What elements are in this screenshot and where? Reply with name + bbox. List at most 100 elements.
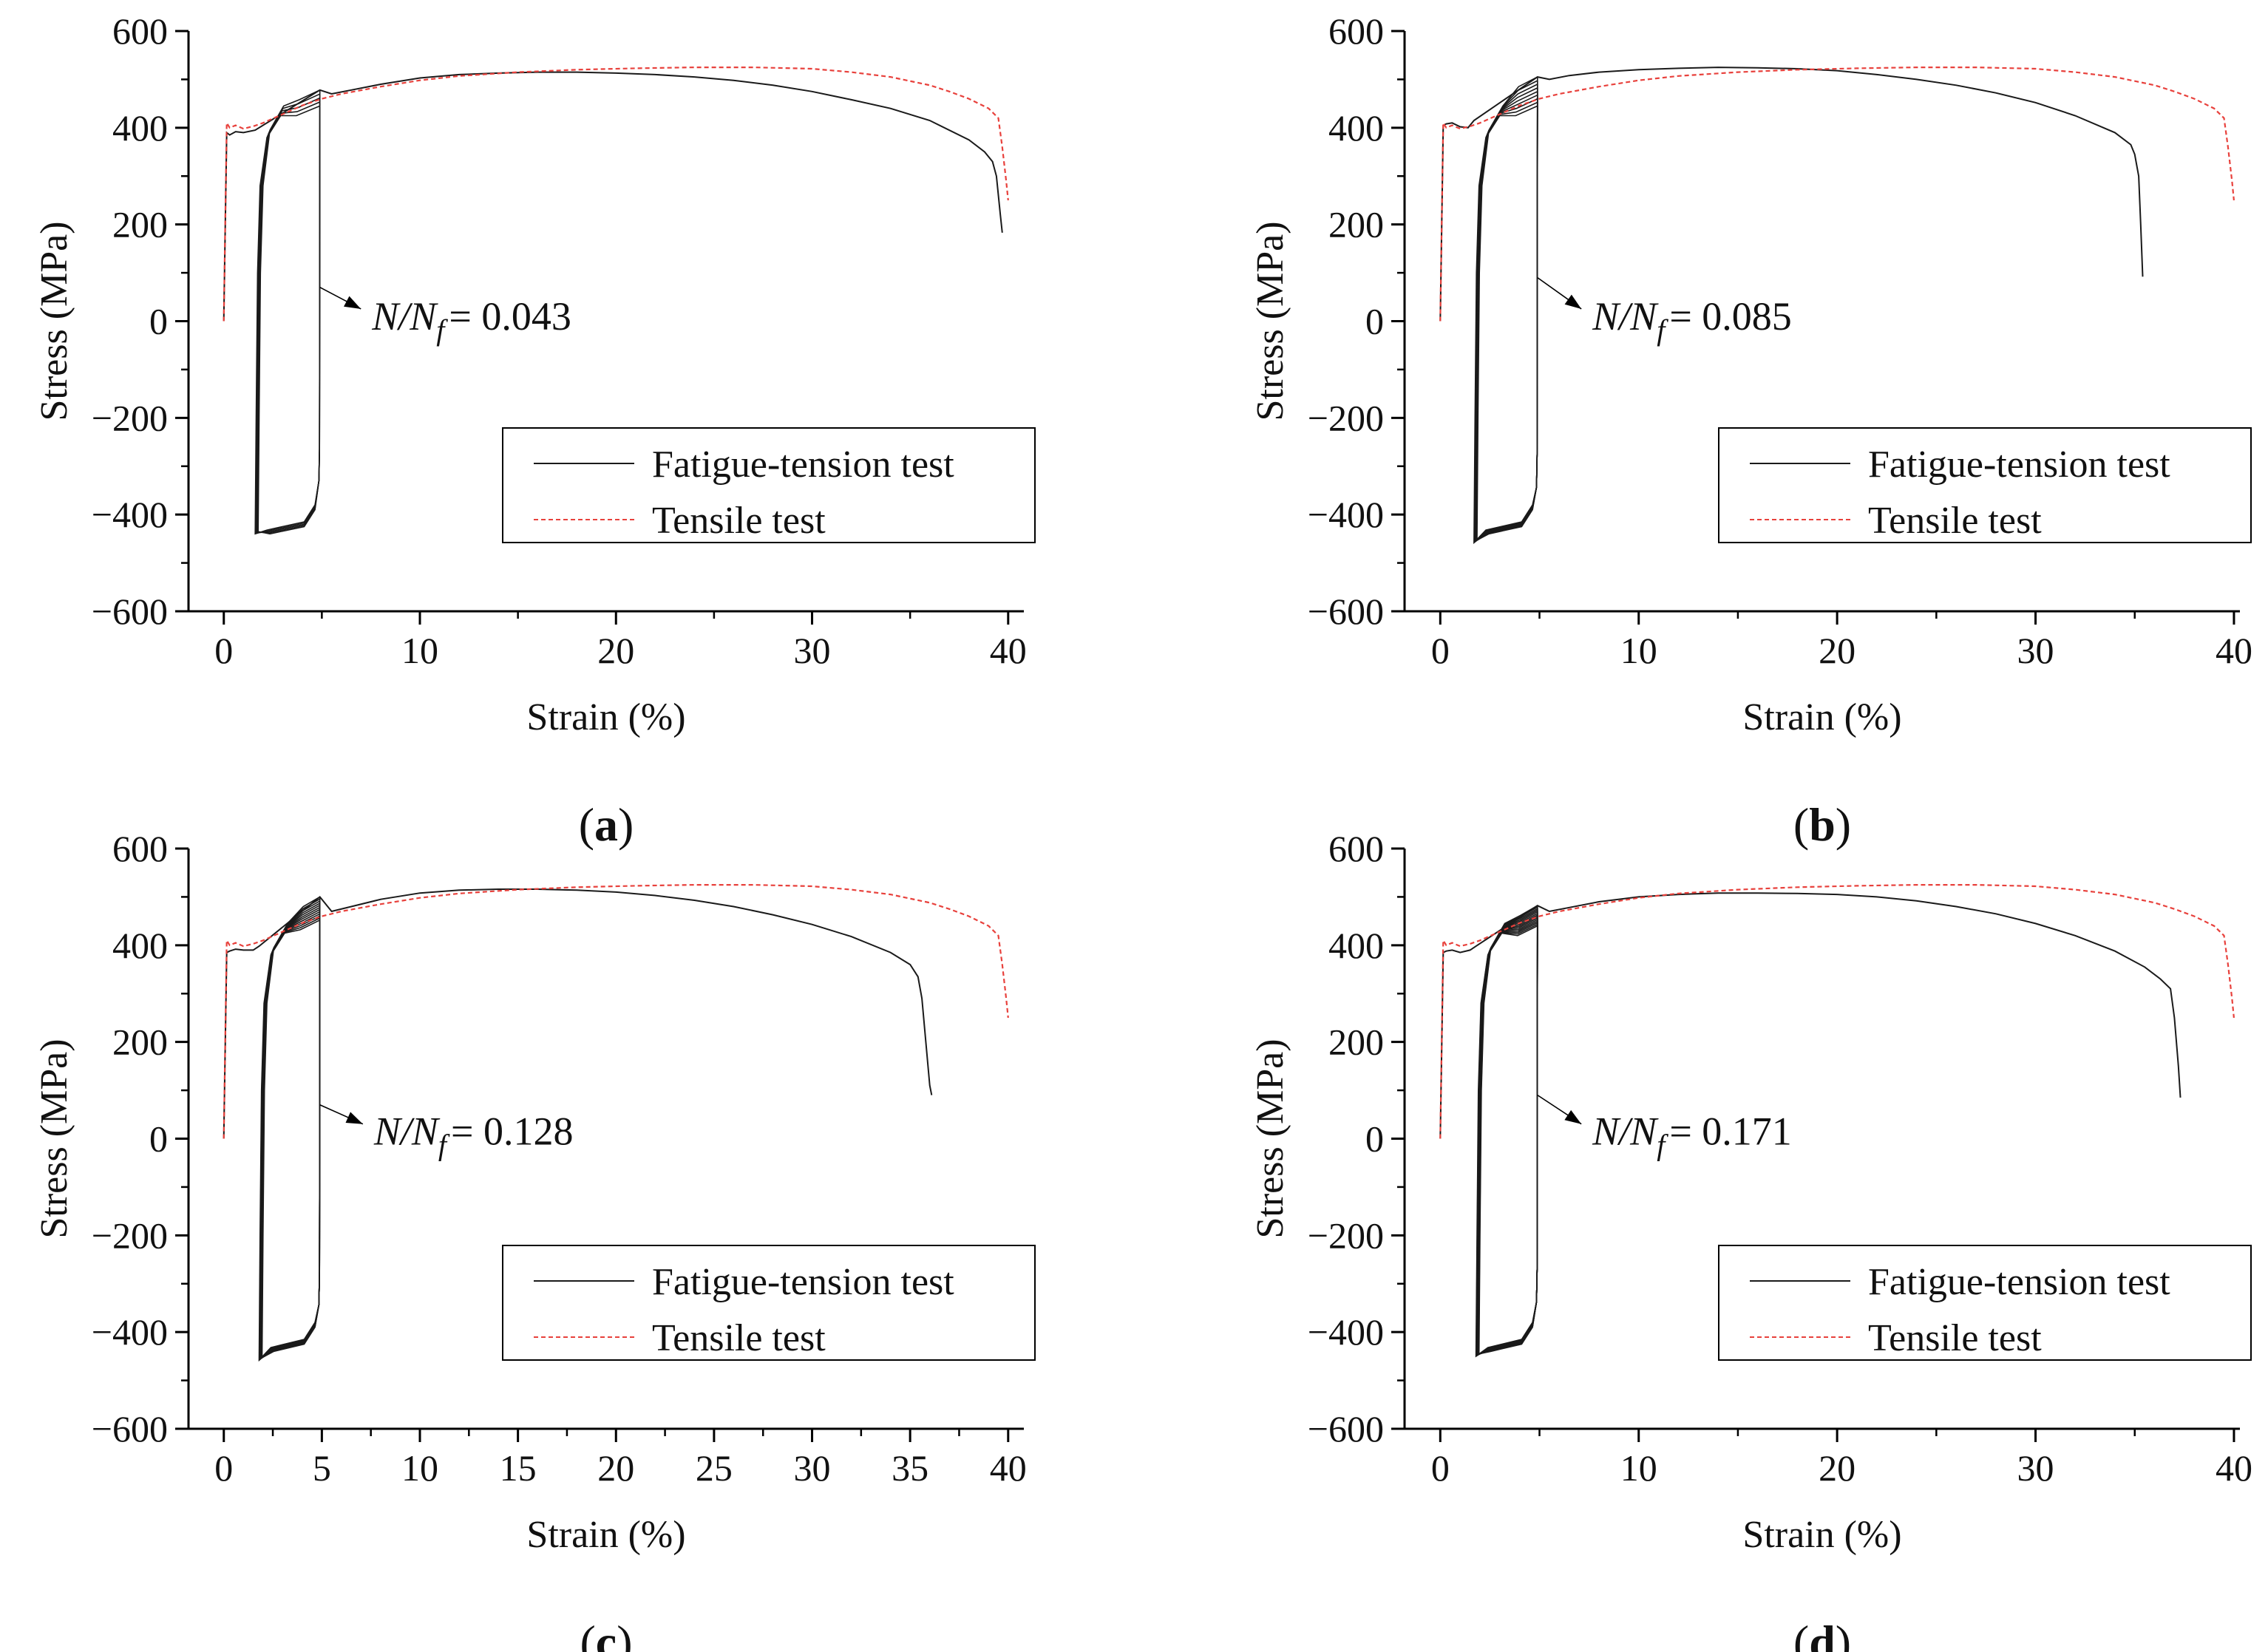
x-axis-title: Strain (%) xyxy=(1742,1514,1901,1556)
hysteresis-loops xyxy=(254,89,321,535)
x-tick-label: 35 xyxy=(892,1447,928,1489)
x-axis-title: Strain (%) xyxy=(526,1514,685,1556)
x-tick-label: 10 xyxy=(401,630,438,671)
x-tick-label: 0 xyxy=(214,1447,233,1489)
panel-label: (b) xyxy=(1793,798,1851,851)
series-line-tensile xyxy=(1439,67,2235,322)
y-tick-label: −600 xyxy=(1308,1408,1384,1449)
x-tick-label: 30 xyxy=(2017,630,2054,671)
x-axis-title: Strain (%) xyxy=(526,696,685,738)
series-line-tensile xyxy=(223,67,1009,322)
y-axis-title: Stress (MPa) xyxy=(1249,1039,1291,1238)
y-tick-label: 0 xyxy=(149,1118,168,1160)
panel-b: −600 −400 −200 0 200 400 600 0 10 20 30 40 Strain (%… xyxy=(1249,10,2252,851)
legend-label-tensile: Tensile test xyxy=(1868,1317,2042,1359)
panel-d: −600 −400 −200 0 200 400 600 0 10 20 30 40 Strain (%… xyxy=(1249,828,2252,1652)
legend-label-fatigue: Fatigue-tension test xyxy=(652,443,954,486)
series-line-tensile xyxy=(1439,884,2235,1139)
hysteresis-loops xyxy=(1473,76,1538,545)
y-axis-title: Stress (MPa) xyxy=(33,221,75,421)
x-tick-label: 5 xyxy=(313,1447,331,1489)
annotation-text: N/Nf = 0.043 xyxy=(371,294,571,347)
y-tick-label: −200 xyxy=(92,397,168,438)
legend: Fatigue-tension test Tensile test xyxy=(502,1245,1036,1361)
legend: Fatigue-tension test Tensile test xyxy=(502,427,1036,543)
y-tick-label: 600 xyxy=(1328,828,1384,869)
x-tick-label: 0 xyxy=(1431,1447,1450,1489)
y-tick-label: 200 xyxy=(112,1022,168,1063)
x-tick-label: 30 xyxy=(2017,1447,2054,1489)
panel-label: (a) xyxy=(579,798,634,851)
y-tick-label: 0 xyxy=(1365,301,1384,342)
y-tick-label: −200 xyxy=(1308,397,1384,438)
legend-box xyxy=(1718,427,2252,543)
y-tick-label: 400 xyxy=(1328,925,1384,966)
series-line-tensile xyxy=(223,884,1009,1139)
y-tick-label: −400 xyxy=(1308,494,1384,535)
hysteresis-loop xyxy=(261,896,321,1359)
hysteresis-loop xyxy=(261,898,321,1359)
y-axis-title: Stress (MPa) xyxy=(1249,221,1291,421)
annotation-arrowhead xyxy=(345,1112,363,1124)
y-tick-label: 400 xyxy=(112,925,168,966)
x-tick-label: 10 xyxy=(401,1447,438,1489)
legend-label-fatigue: Fatigue-tension test xyxy=(1868,1261,2170,1303)
x-tick-label: 0 xyxy=(214,630,233,671)
legend-label-tensile: Tensile test xyxy=(652,500,826,542)
panel-label: (d) xyxy=(1793,1616,1851,1652)
series-line-fatigue xyxy=(1439,892,2182,1139)
series-line-fatigue xyxy=(223,71,1003,322)
x-tick-label: 20 xyxy=(597,630,634,671)
legend-label-fatigue: Fatigue-tension test xyxy=(1868,443,2170,486)
legend: Fatigue-tension test Tensile test xyxy=(1718,1245,2252,1361)
x-tick-label: 30 xyxy=(794,630,831,671)
hysteresis-loop xyxy=(257,89,321,535)
hysteresis-loops xyxy=(258,896,321,1362)
annotation-arrowhead xyxy=(1564,294,1582,309)
legend-box xyxy=(502,1245,1036,1361)
y-tick-label: −600 xyxy=(92,1408,168,1449)
legend-box xyxy=(1718,1245,2252,1361)
y-tick-label: −400 xyxy=(1308,1311,1384,1353)
annotation-text: N/Nf = 0.171 xyxy=(1592,1109,1792,1162)
panel-c: −600 −400 −200 0 200 400 600 0 5 10 15 20 25 30 35 40 St… xyxy=(33,828,1036,1652)
x-tick-label: 30 xyxy=(794,1447,831,1489)
x-tick-label: 20 xyxy=(597,1447,634,1489)
y-tick-label: −400 xyxy=(92,1311,168,1353)
x-tick-label: 10 xyxy=(1620,630,1657,671)
x-tick-label: 0 xyxy=(1431,630,1450,671)
legend-box xyxy=(502,427,1036,543)
y-tick-label: 600 xyxy=(112,10,168,52)
y-tick-label: 400 xyxy=(1328,107,1384,149)
annotation-text: N/Nf = 0.085 xyxy=(1592,294,1792,347)
x-tick-label: 15 xyxy=(500,1447,537,1489)
x-tick-label: 25 xyxy=(696,1447,733,1489)
y-tick-label: 0 xyxy=(1365,1118,1384,1160)
y-tick-label: 600 xyxy=(1328,10,1384,52)
x-axis-title: Strain (%) xyxy=(1742,696,1901,738)
y-tick-label: −600 xyxy=(1308,591,1384,632)
annotation-arrowhead xyxy=(1564,1109,1582,1124)
y-tick-label: 200 xyxy=(112,204,168,245)
y-tick-label: −200 xyxy=(92,1214,168,1256)
y-axis-title: Stress (MPa) xyxy=(33,1039,75,1238)
y-tick-label: 200 xyxy=(1328,1022,1384,1063)
hysteresis-loop xyxy=(260,900,321,1359)
legend-label-tensile: Tensile test xyxy=(1868,500,2042,542)
y-tick-label: −400 xyxy=(92,494,168,535)
hysteresis-loop xyxy=(1478,905,1538,1355)
annotation-arrowhead xyxy=(344,296,361,309)
x-tick-label: 40 xyxy=(990,630,1027,671)
x-tick-label: 40 xyxy=(2216,630,2252,671)
y-tick-label: 400 xyxy=(112,107,168,149)
x-tick-label: 20 xyxy=(1819,630,1856,671)
x-tick-label: 40 xyxy=(990,1447,1027,1489)
legend: Fatigue-tension test Tensile test xyxy=(1718,427,2252,543)
hysteresis-loop xyxy=(1476,80,1538,542)
series-line-fatigue xyxy=(223,888,933,1139)
legend-label-tensile: Tensile test xyxy=(652,1317,826,1359)
y-tick-label: −600 xyxy=(92,591,168,632)
x-tick-label: 20 xyxy=(1819,1447,1856,1489)
y-tick-label: 200 xyxy=(1328,204,1384,245)
